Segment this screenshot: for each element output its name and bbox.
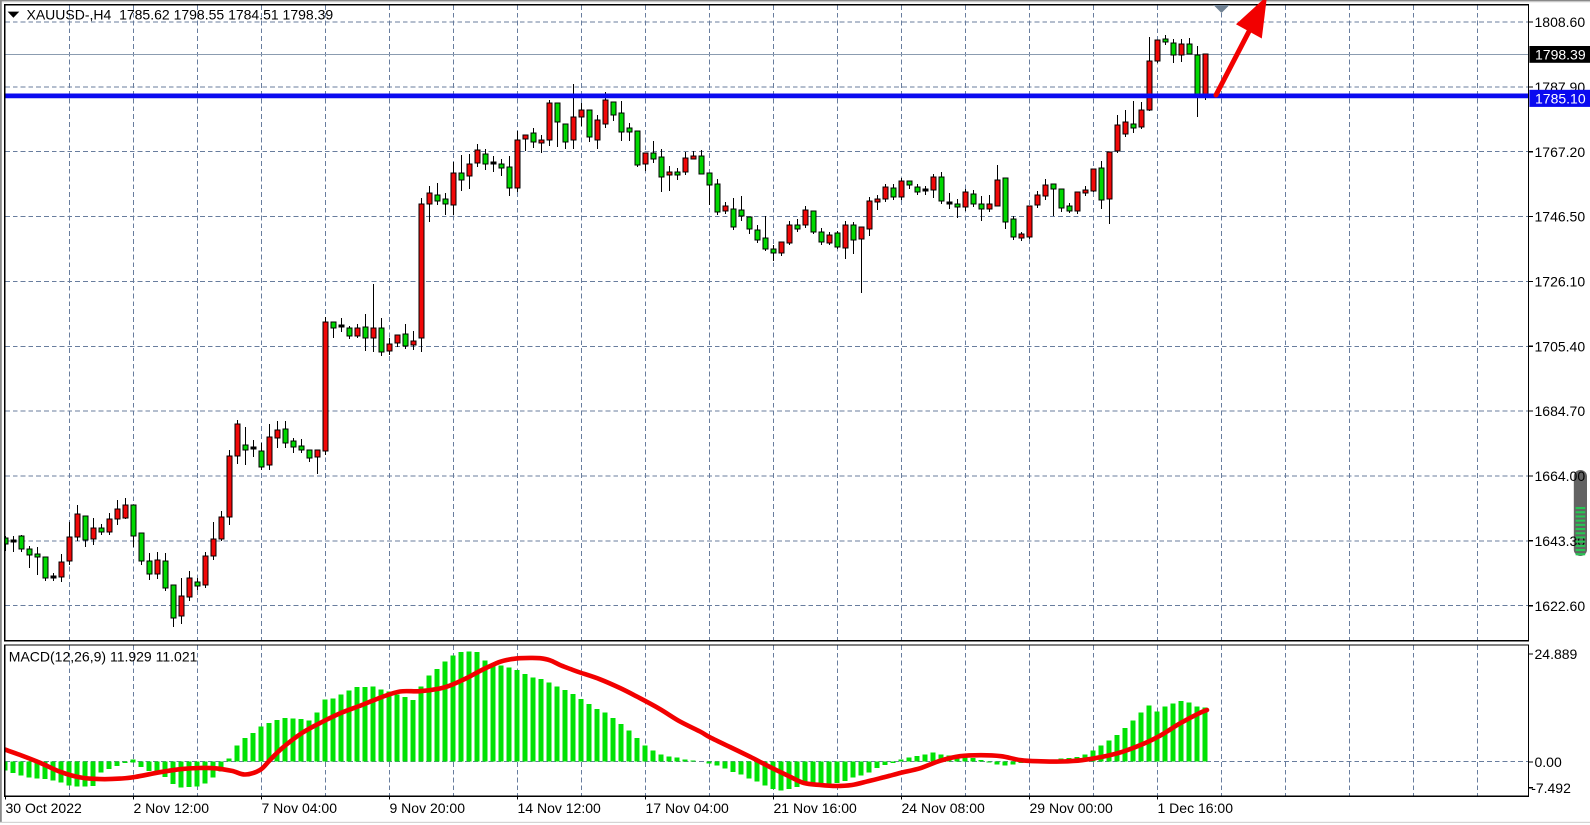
svg-text:1684.70: 1684.70: [1535, 403, 1586, 419]
svg-text:17 Nov 04:00: 17 Nov 04:00: [646, 800, 729, 816]
svg-text:1767.20: 1767.20: [1535, 144, 1586, 160]
svg-text:21 Nov 16:00: 21 Nov 16:00: [774, 800, 857, 816]
svg-text:1 Dec 16:00: 1 Dec 16:00: [1158, 800, 1234, 816]
svg-text:1808.60: 1808.60: [1535, 14, 1586, 30]
svg-text:MACD(12,26,9) 11.929 11.021: MACD(12,26,9) 11.929 11.021: [9, 648, 198, 664]
svg-text:9 Nov 20:00: 9 Nov 20:00: [390, 800, 466, 816]
svg-text:XAUUSD-,H4 1785.62 1798.55 17: XAUUSD-,H4 1785.62 1798.55 1784.51 1798.…: [27, 7, 334, 23]
svg-text:1746.50: 1746.50: [1535, 209, 1586, 225]
svg-text:1705.40: 1705.40: [1535, 338, 1586, 354]
svg-text:1664.00: 1664.00: [1535, 468, 1586, 484]
svg-text:24.889: 24.889: [1535, 646, 1578, 662]
svg-text:1643.30: 1643.30: [1535, 533, 1586, 549]
svg-text:-7.492: -7.492: [1531, 780, 1571, 796]
svg-text:0.00: 0.00: [1535, 754, 1562, 770]
svg-text:1798.39: 1798.39: [1535, 47, 1586, 63]
svg-text:29 Nov 00:00: 29 Nov 00:00: [1030, 800, 1113, 816]
svg-text:2 Nov 12:00: 2 Nov 12:00: [134, 800, 210, 816]
svg-text:1785.10: 1785.10: [1535, 91, 1586, 107]
svg-text:14 Nov 12:00: 14 Nov 12:00: [518, 800, 601, 816]
svg-text:1726.10: 1726.10: [1535, 274, 1586, 290]
svg-text:24 Nov 08:00: 24 Nov 08:00: [902, 800, 985, 816]
svg-text:7 Nov 04:00: 7 Nov 04:00: [262, 800, 338, 816]
svg-text:30 Oct 2022: 30 Oct 2022: [6, 800, 82, 816]
svg-text:1622.60: 1622.60: [1535, 598, 1586, 614]
